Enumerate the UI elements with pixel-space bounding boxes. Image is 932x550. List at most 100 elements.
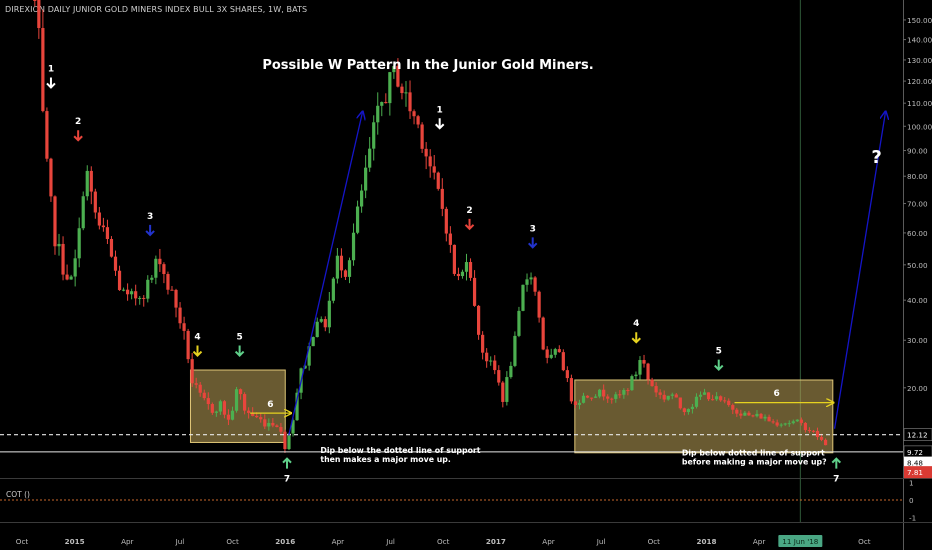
candle-body xyxy=(545,349,549,358)
y-tick-label: 90.00 xyxy=(907,147,928,156)
x-tick-label: Oct xyxy=(226,537,239,546)
candle-body xyxy=(89,170,93,192)
candle-body xyxy=(259,417,263,420)
chart-title: Possible W Pattern In the Junior Gold Mi… xyxy=(262,58,593,73)
candle-body xyxy=(218,401,222,412)
candle-body xyxy=(727,400,731,406)
candle-body xyxy=(561,352,565,371)
candle-body xyxy=(372,122,376,149)
candle-body xyxy=(247,410,251,413)
y-tick-label: 50.00 xyxy=(907,261,928,270)
candle-body xyxy=(424,148,428,157)
crosshair-time-badge xyxy=(778,535,823,547)
candle-body xyxy=(263,419,267,427)
wave-marker: 5 xyxy=(234,333,245,357)
candle-body xyxy=(388,72,392,104)
candle-body xyxy=(694,396,699,407)
candle-body xyxy=(198,384,202,393)
candle-body xyxy=(186,330,190,360)
candle-body xyxy=(319,319,323,322)
candle-body xyxy=(589,397,594,399)
candle-body xyxy=(416,116,420,125)
candle-body xyxy=(376,105,380,123)
candle-body xyxy=(678,397,682,409)
candle-body xyxy=(113,256,118,271)
candle-body xyxy=(53,196,57,247)
candle-body xyxy=(93,191,97,213)
annotation: ? xyxy=(871,147,881,168)
wave-number: 7 xyxy=(833,475,839,485)
candle-body xyxy=(323,319,327,328)
candle-body xyxy=(747,412,751,416)
y-tick-label: 20.00 xyxy=(907,384,928,393)
candle-body xyxy=(622,390,626,395)
candle-body xyxy=(723,400,727,402)
consolidation-box xyxy=(574,379,834,454)
candle-body xyxy=(57,243,61,247)
candle-body xyxy=(408,92,412,112)
candle-body xyxy=(69,276,73,280)
x-tick-label: 2018 xyxy=(696,537,716,546)
candle-body xyxy=(654,386,658,393)
candle-body xyxy=(686,409,690,413)
candle-body xyxy=(267,422,271,427)
candle-body xyxy=(287,433,291,450)
candle-body xyxy=(464,262,469,272)
x-tick-label: Jul xyxy=(596,537,606,546)
candle-body xyxy=(206,398,210,405)
candle-body xyxy=(807,430,812,432)
candle-body xyxy=(182,323,186,331)
candle-body xyxy=(61,243,65,275)
candle-body xyxy=(368,148,372,168)
candle-body xyxy=(775,422,779,426)
candle-body xyxy=(452,244,456,274)
x-tick-label: 2015 xyxy=(65,537,85,546)
x-tick-label: Apr xyxy=(542,537,554,546)
cot-tick-label: 1 xyxy=(909,479,914,488)
candle-body xyxy=(565,370,569,379)
candle-body xyxy=(117,270,122,291)
candle-body xyxy=(150,277,154,280)
y-tick-label: 30.00 xyxy=(907,336,928,345)
candle-body xyxy=(335,255,339,279)
candle-body xyxy=(351,232,356,261)
down-arrow-icon xyxy=(192,345,203,357)
annotation-text: before making a major move up? xyxy=(682,457,827,466)
wave-marker: 4 xyxy=(631,319,641,344)
candle-body xyxy=(194,383,198,385)
wave-number: 5 xyxy=(236,333,242,343)
candle-body xyxy=(41,28,45,112)
candle-body xyxy=(698,394,703,397)
projection-arrow xyxy=(833,112,886,429)
candle-body xyxy=(364,167,368,191)
candle-body xyxy=(819,436,824,440)
candle-body xyxy=(509,365,513,378)
y-tick-label: 130.00 xyxy=(907,56,932,65)
wave-number: 2 xyxy=(466,206,472,216)
candle-body xyxy=(541,317,545,350)
annotation-text: then makes a major move up. xyxy=(320,455,450,464)
down-arrow-icon xyxy=(73,130,83,142)
wave-number: 6 xyxy=(267,400,273,410)
candle-body xyxy=(646,363,650,380)
candle-body xyxy=(343,270,348,277)
candle-body xyxy=(594,396,598,398)
annotation: Dip below the dotted line of supportthen… xyxy=(320,446,480,464)
up-arrow-icon xyxy=(282,457,292,469)
candle-body xyxy=(384,102,388,104)
cot-label: COT () xyxy=(6,490,30,499)
annotation-text: Dip below dotted line of support xyxy=(682,448,825,457)
candle-body xyxy=(468,262,473,278)
candle-body xyxy=(485,352,489,362)
wave-marker: 3 xyxy=(527,224,538,249)
candle-body xyxy=(501,382,505,402)
cot-tick-label: -1 xyxy=(909,513,916,522)
candle-body xyxy=(436,172,440,189)
annotation-text: ? xyxy=(871,147,881,168)
wave-marker: 4 xyxy=(192,333,203,357)
candle-body xyxy=(573,401,578,405)
candle-body xyxy=(735,409,739,414)
crosshair-time-label: 11 Jun '18 xyxy=(782,537,818,546)
candle-body xyxy=(412,111,416,117)
